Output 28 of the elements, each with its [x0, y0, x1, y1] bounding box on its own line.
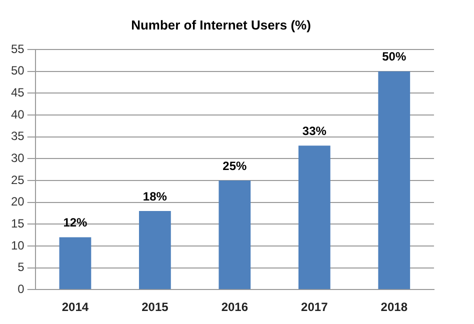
- y-tick-label: 10: [10, 238, 25, 252]
- bar: [298, 146, 330, 290]
- bar: [59, 237, 92, 290]
- y-tick-label: 30: [10, 151, 25, 166]
- data-label: 33%: [302, 124, 327, 138]
- y-tick-label: 50: [10, 64, 25, 78]
- bar: [378, 71, 410, 290]
- y-tick-label: 45: [10, 86, 25, 100]
- x-tick-label: 2017: [301, 300, 328, 314]
- data-label: 50%: [382, 50, 406, 64]
- x-tick-label: 2016: [221, 300, 248, 314]
- y-tick-label: 5: [18, 260, 25, 274]
- y-tick-label: 15: [10, 216, 25, 230]
- y-tick-label: 55: [10, 42, 25, 56]
- x-tick-label: 2018: [380, 300, 408, 314]
- bar: [139, 211, 171, 290]
- data-label: 25%: [222, 158, 248, 173]
- data-label: 18%: [142, 189, 168, 204]
- bar: [218, 180, 251, 290]
- y-tick-label: 35: [10, 129, 25, 144]
- y-tick-label: 0: [18, 282, 25, 296]
- y-tick-label: 40: [10, 107, 25, 122]
- data-label: 12%: [63, 216, 88, 230]
- y-tick-label: 25: [10, 172, 25, 187]
- chart-title: Number of Internet Users (%): [131, 17, 311, 32]
- y-tick-label: 20: [10, 194, 25, 209]
- x-tick-label: 2015: [142, 300, 169, 314]
- x-tick-label: 2014: [62, 300, 89, 314]
